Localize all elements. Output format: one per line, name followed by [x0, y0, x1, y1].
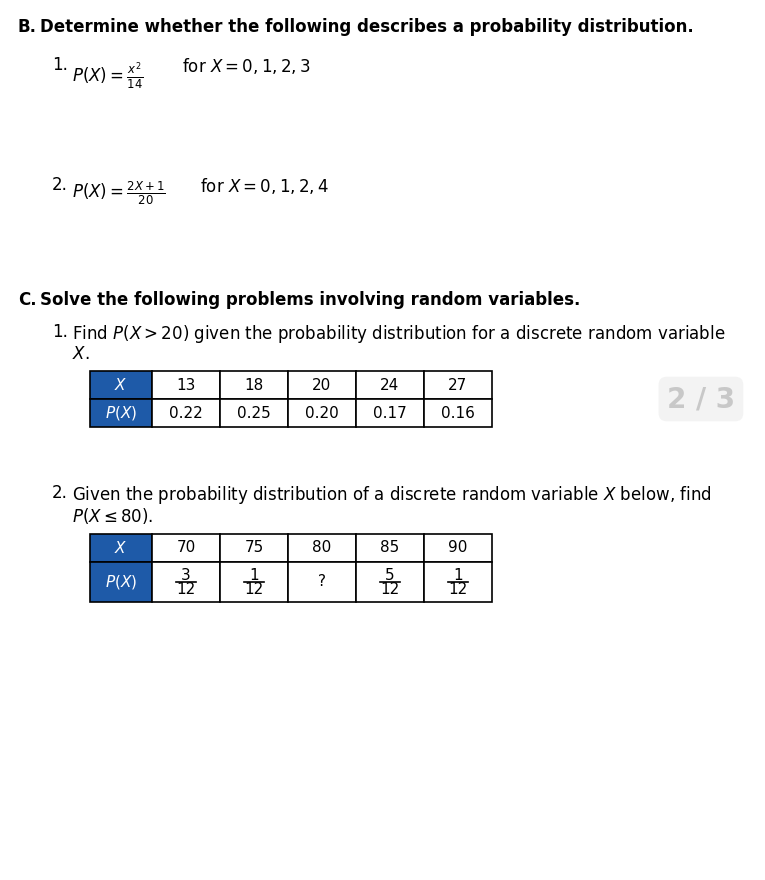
Text: 75: 75: [244, 540, 264, 555]
Text: 0.22: 0.22: [169, 406, 203, 421]
Bar: [152, 399, 220, 427]
Text: ?: ?: [318, 575, 326, 590]
Bar: [220, 562, 288, 602]
Text: 1: 1: [453, 568, 463, 583]
Text: Solve the following problems involving random variables.: Solve the following problems involving r…: [40, 291, 581, 309]
Text: 18: 18: [244, 378, 264, 392]
Bar: [90, 371, 152, 399]
Text: 0.25: 0.25: [237, 406, 271, 421]
Bar: [356, 371, 424, 399]
Bar: [90, 562, 152, 602]
Text: 2.: 2.: [52, 176, 68, 194]
Text: 0.20: 0.20: [305, 406, 339, 421]
Text: Determine whether the following describes a probability distribution.: Determine whether the following describe…: [40, 18, 694, 36]
Bar: [288, 534, 356, 562]
Bar: [220, 399, 288, 427]
Bar: [90, 399, 152, 427]
Bar: [152, 562, 220, 602]
Text: $X$: $X$: [114, 377, 128, 393]
Bar: [288, 371, 356, 399]
Text: 12: 12: [448, 583, 467, 598]
Text: 1: 1: [249, 568, 259, 583]
Bar: [356, 399, 424, 427]
Text: Given the probability distribution of a discrete random variable $X$ below, find: Given the probability distribution of a …: [72, 484, 711, 506]
Text: $X$: $X$: [114, 540, 128, 556]
Text: 12: 12: [177, 583, 196, 598]
Text: 5: 5: [386, 568, 395, 583]
Text: 2.: 2.: [52, 484, 68, 502]
Text: 20: 20: [312, 378, 331, 392]
Text: 0.17: 0.17: [373, 406, 407, 421]
Bar: [356, 562, 424, 602]
Bar: [152, 534, 220, 562]
Text: Find $P(X > 20)$ given the probability distribution for a discrete random variab: Find $P(X > 20)$ given the probability d…: [72, 323, 725, 345]
Text: 1.: 1.: [52, 323, 68, 341]
Bar: [288, 562, 356, 602]
Bar: [424, 399, 492, 427]
Text: 3: 3: [181, 568, 191, 583]
Text: 90: 90: [448, 540, 467, 555]
Text: C.: C.: [18, 291, 37, 309]
Text: $X$.: $X$.: [72, 345, 90, 363]
Text: 0.16: 0.16: [441, 406, 475, 421]
Text: $P(X)$: $P(X)$: [105, 404, 137, 422]
Text: 24: 24: [380, 378, 399, 392]
Bar: [152, 371, 220, 399]
Bar: [90, 534, 152, 562]
Text: 27: 27: [448, 378, 467, 392]
Text: 12: 12: [380, 583, 399, 598]
Text: 13: 13: [176, 378, 196, 392]
Text: B.: B.: [18, 18, 37, 36]
Bar: [424, 534, 492, 562]
Text: $P(X \leq 80)$.: $P(X \leq 80)$.: [72, 506, 154, 526]
Text: 12: 12: [244, 583, 264, 598]
Bar: [220, 371, 288, 399]
Bar: [356, 534, 424, 562]
Text: 85: 85: [380, 540, 399, 555]
Text: $P(X)$: $P(X)$: [105, 573, 137, 591]
Bar: [220, 534, 288, 562]
Text: 1.: 1.: [52, 56, 68, 74]
Text: 2 / 3: 2 / 3: [667, 385, 735, 413]
Text: for $X = 0,  1,  2,  4$: for $X = 0, 1, 2, 4$: [200, 176, 329, 196]
Text: $P(X) = \frac{2X+1}{20}$: $P(X) = \frac{2X+1}{20}$: [72, 180, 166, 208]
Bar: [424, 562, 492, 602]
Text: 70: 70: [177, 540, 196, 555]
Bar: [424, 371, 492, 399]
Bar: [288, 399, 356, 427]
Text: for $X = 0, 1, 2, 3$: for $X = 0, 1, 2, 3$: [182, 56, 311, 76]
Text: $P(X) = \frac{x^2}{14}$: $P(X) = \frac{x^2}{14}$: [72, 60, 144, 91]
Text: 80: 80: [312, 540, 331, 555]
